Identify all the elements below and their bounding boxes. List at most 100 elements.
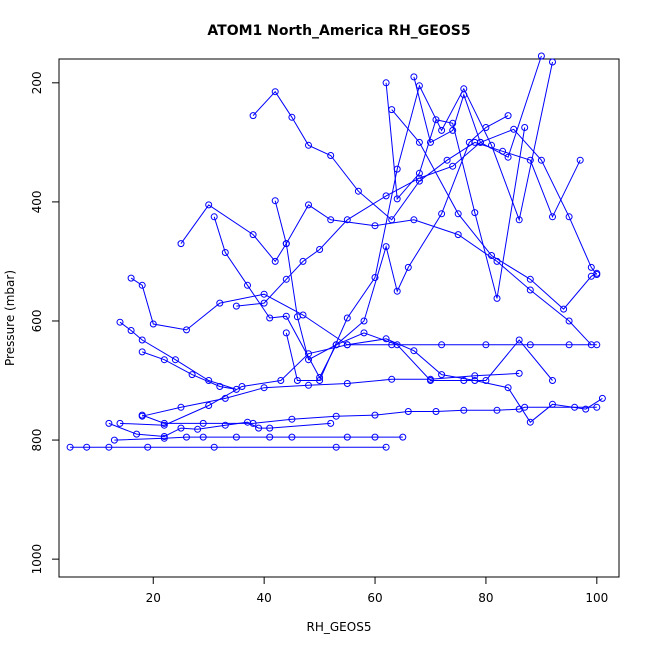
- series-8: [177, 201, 595, 349]
- data-point: [177, 240, 185, 248]
- data-point: [271, 88, 279, 96]
- data-point: [382, 443, 390, 451]
- data-point: [476, 138, 484, 146]
- data-point: [205, 201, 213, 209]
- data-point: [238, 383, 246, 390]
- series-11: [249, 88, 584, 224]
- data-point: [183, 433, 190, 441]
- data-point: [282, 329, 290, 337]
- chart-title: ATOM1 North_America RH_GEOS5: [207, 23, 470, 39]
- data-point: [526, 286, 534, 294]
- data-point: [493, 294, 501, 302]
- data-point: [371, 411, 379, 419]
- data-point: [493, 406, 501, 414]
- data-point: [438, 126, 446, 134]
- data-point: [549, 58, 556, 66]
- data-point: [133, 430, 141, 438]
- data-point: [343, 380, 351, 387]
- data-point: [266, 424, 274, 432]
- data-point: [138, 412, 146, 420]
- y-axis-label: Pressure (mbar): [3, 270, 17, 366]
- data-point: [116, 419, 124, 427]
- series-line: [180, 204, 592, 346]
- x-tick-label: 40: [257, 591, 272, 605]
- data-point: [460, 377, 468, 384]
- data-point: [360, 317, 368, 325]
- data-point: [404, 263, 412, 271]
- data-point: [249, 419, 257, 427]
- data-point: [183, 326, 190, 334]
- data-point: [488, 252, 495, 259]
- data-point: [526, 156, 534, 164]
- data-point: [371, 274, 379, 281]
- data-point: [504, 112, 512, 120]
- data-point: [593, 403, 601, 411]
- data-point: [504, 153, 512, 161]
- data-point: [216, 299, 224, 307]
- data-point: [427, 375, 434, 383]
- data-point: [360, 329, 368, 337]
- data-point: [460, 91, 468, 99]
- data-point: [194, 425, 202, 433]
- data-point: [593, 269, 601, 277]
- x-tick-label: 100: [585, 591, 608, 605]
- data-point: [382, 192, 390, 200]
- data-point: [388, 216, 396, 224]
- data-point: [199, 433, 207, 441]
- data-point: [332, 341, 340, 349]
- data-point: [526, 418, 534, 426]
- data-point: [244, 281, 251, 289]
- data-point: [382, 243, 390, 251]
- series-12: [271, 112, 512, 364]
- series-line: [213, 216, 553, 381]
- data-point: [271, 197, 279, 205]
- data-point: [549, 213, 556, 221]
- data-point: [454, 231, 462, 239]
- series-line: [142, 372, 520, 417]
- data-point: [221, 249, 229, 256]
- series-line: [391, 109, 598, 310]
- data-point: [66, 443, 74, 451]
- data-point: [221, 421, 229, 429]
- data-point: [587, 341, 595, 349]
- data-point: [160, 433, 168, 440]
- data-point: [427, 138, 434, 146]
- series-line: [252, 90, 581, 221]
- series-layer: [66, 52, 606, 451]
- data-point: [210, 443, 218, 451]
- x-tick-label: 20: [146, 591, 161, 605]
- plot-frame: [58, 58, 620, 578]
- data-point: [598, 394, 606, 402]
- data-point: [305, 381, 312, 389]
- data-point: [454, 210, 462, 218]
- data-point: [354, 187, 362, 195]
- data-point: [393, 287, 401, 295]
- series-16: [410, 52, 545, 161]
- data-point: [188, 371, 196, 379]
- data-point: [576, 156, 584, 164]
- series-line: [142, 406, 597, 424]
- data-point: [471, 372, 479, 380]
- data-point: [127, 274, 135, 282]
- data-point: [549, 377, 556, 384]
- data-point: [288, 415, 296, 423]
- data-point: [293, 313, 301, 321]
- data-point: [271, 257, 279, 265]
- data-point: [305, 201, 312, 209]
- series-17: [382, 79, 529, 302]
- data-point: [138, 281, 146, 289]
- data-point: [105, 419, 113, 427]
- data-point: [510, 125, 518, 133]
- data-point: [587, 272, 595, 280]
- data-point: [521, 124, 529, 131]
- x-axis-label: RH_GEOS5: [307, 620, 372, 634]
- series-15: [388, 106, 601, 313]
- y-tick-label: 400: [30, 190, 44, 213]
- data-point: [371, 222, 379, 230]
- data-point: [282, 240, 290, 248]
- data-point: [177, 403, 185, 411]
- data-point: [177, 424, 185, 432]
- data-point: [138, 348, 146, 356]
- data-point: [83, 443, 91, 451]
- data-point: [343, 341, 351, 349]
